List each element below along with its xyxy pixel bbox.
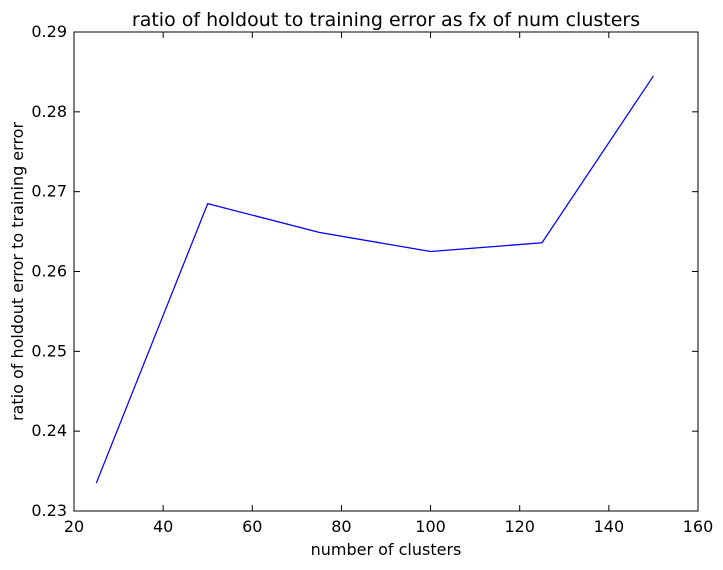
y-axis-label: ratio of holdout error to training error <box>8 122 27 422</box>
series-layer <box>95 75 654 484</box>
x-tick-label-20: 20 <box>64 517 84 536</box>
x-tick-label-100: 100 <box>415 517 446 536</box>
x-tick-label-40: 40 <box>153 517 173 536</box>
chart-title: ratio of holdout to training error as fx… <box>132 9 640 31</box>
y-tick-label-0.25: 0.25 <box>31 341 67 360</box>
y-tick-label-0.28: 0.28 <box>31 102 67 121</box>
series-line-1 <box>95 75 654 484</box>
y-tick-label-0.27: 0.27 <box>31 182 67 201</box>
plot-frame <box>73 31 699 512</box>
x-tick-label-160: 160 <box>683 517 714 536</box>
x-tick-label-120: 120 <box>504 517 535 536</box>
y-tick-label-0.29: 0.29 <box>31 22 67 41</box>
y-tick-label-0.26: 0.26 <box>31 262 67 281</box>
x-tick-label-80: 80 <box>331 517 351 536</box>
x-tick-label-140: 140 <box>594 517 625 536</box>
y-tick-label-0.24: 0.24 <box>31 421 67 440</box>
tick-layer: 20 40 60 80 100 120 140 160 0.23 0.24 0.25 0.26 0.27… <box>31 22 713 536</box>
plot-area <box>74 32 698 511</box>
x-axis-label: number of clusters <box>311 540 462 559</box>
x-tick-label-60: 60 <box>242 517 262 536</box>
y-tick-label-0.23: 0.23 <box>31 501 67 520</box>
